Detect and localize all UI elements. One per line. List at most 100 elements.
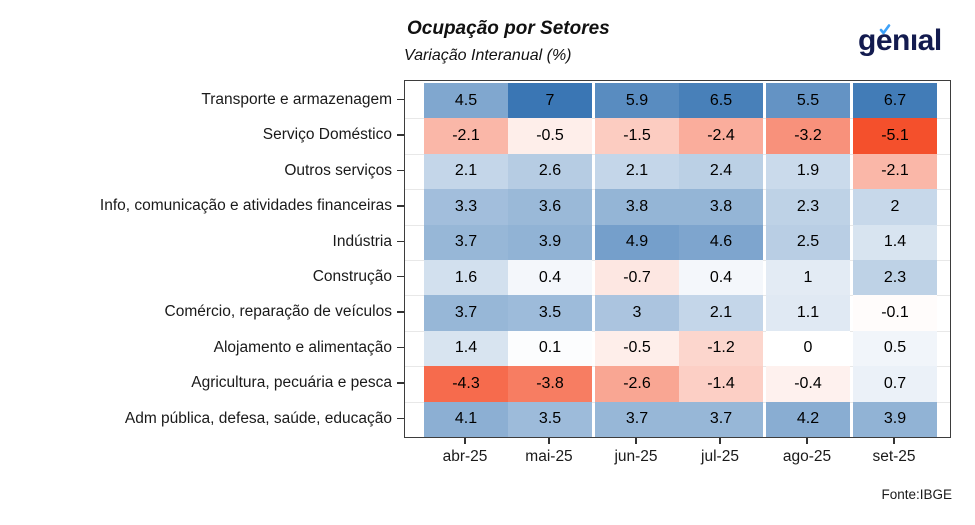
heatmap-cell: -0.4 xyxy=(766,366,850,402)
heatmap-cell: 2.6 xyxy=(508,153,592,190)
heatmap-cell: -1.4 xyxy=(679,366,763,402)
y-axis-label: Adm pública, defesa, saúde, educação xyxy=(124,409,392,427)
heatmap-cell: 1.1 xyxy=(766,295,850,331)
x-axis-ticks xyxy=(404,438,951,445)
heatmap-cell: 3.7 xyxy=(424,224,508,260)
y-axis-label: Info, comunicação e atividades financeir… xyxy=(99,197,392,215)
heatmap-cell: -2.4 xyxy=(679,118,763,154)
heatmap-cell: 1.4 xyxy=(853,224,937,260)
x-axis-label: abr-25 xyxy=(442,448,488,465)
heatmap-cell: 7 xyxy=(508,83,592,119)
y-axis-label: Alojamento e alimentação xyxy=(213,338,392,356)
heatmap-cell: 4.9 xyxy=(595,224,679,260)
heatmap-cell: 0.4 xyxy=(508,260,592,296)
heatmap-cell: 3.7 xyxy=(424,295,508,331)
heatmap-cell: 5.9 xyxy=(595,83,679,119)
y-tick xyxy=(397,346,404,349)
y-axis-labels: Transporte e armazenagem Serviço Doméstic… xyxy=(0,82,392,436)
heatmap-cell: -0.1 xyxy=(853,295,937,331)
heatmap-cell: 4.2 xyxy=(766,401,850,437)
heatmap-cell: -0.7 xyxy=(595,260,679,296)
chart-title: Ocupação por Setores xyxy=(407,18,610,39)
y-tick xyxy=(397,134,404,136)
y-tick xyxy=(397,205,404,207)
heatmap-cell: 4.6 xyxy=(679,224,763,260)
genial-logo: genıal xyxy=(852,20,962,66)
heatmap-cell: 3.6 xyxy=(508,189,592,225)
heatmap-cell: 3.9 xyxy=(853,401,937,437)
heatmap-cell: 3.8 xyxy=(679,189,763,225)
x-tick xyxy=(806,438,808,444)
heatmap-cell: 4.1 xyxy=(424,401,508,437)
heatmap-cell: 2.1 xyxy=(424,153,508,190)
heatmap-cell: -1.2 xyxy=(679,330,763,367)
x-axis-label: mai-25 xyxy=(525,448,573,465)
x-axis-label: jun-25 xyxy=(614,448,658,465)
heatmap-cell: 1.4 xyxy=(424,330,508,367)
check-mark-icon xyxy=(879,22,891,40)
x-tick xyxy=(548,438,550,444)
x-tick xyxy=(893,438,895,444)
heatmap-cell: 1.9 xyxy=(766,153,850,190)
heatmap-cell: 0.1 xyxy=(508,330,592,367)
heatmap-cell: -0.5 xyxy=(508,118,592,154)
heatmap-cell: 1.6 xyxy=(424,260,508,296)
x-axis-label: ago-25 xyxy=(782,448,832,465)
heatmap-cell: 2.1 xyxy=(679,295,763,331)
heatmap-cell: 3.7 xyxy=(595,401,679,437)
heatmap-cell: -2.6 xyxy=(595,366,679,402)
heatmap-cell: -1.5 xyxy=(595,118,679,154)
x-axis-label: set-25 xyxy=(872,448,916,465)
heatmap-cell: -3.2 xyxy=(766,118,850,154)
x-tick xyxy=(719,438,721,444)
heatmap-cell: 3.7 xyxy=(679,401,763,437)
heatmap-cell: -2.1 xyxy=(853,153,937,190)
heatmap-cell: 4.5 xyxy=(424,83,508,119)
genial-logo-text: genıal xyxy=(858,24,942,57)
heatmap-cell: 1 xyxy=(766,260,850,296)
y-tick xyxy=(397,311,404,313)
heatmap-cell: 2.4 xyxy=(679,153,763,190)
heatmap-cell: 3 xyxy=(595,295,679,331)
heatmap-panel: 4.5 7 5.9 6.5 5.5 6.7 -2.1 -0.5 -1.5 -2.4 -3.2 -5.1… xyxy=(404,80,951,438)
source-note: Fonte:IBGE xyxy=(881,487,952,502)
heatmap-cell: -3.8 xyxy=(508,366,592,402)
heatmap-cell: -5.1 xyxy=(853,118,937,154)
y-tick xyxy=(397,169,404,172)
heatmap-cell: 2.3 xyxy=(853,260,937,296)
heatmap-cell: 6.5 xyxy=(679,83,763,119)
x-tick xyxy=(464,438,466,444)
heatmap-cell: -4.3 xyxy=(424,366,508,402)
y-axis-label: Transporte e armazenagem xyxy=(201,91,392,108)
y-axis-label: Agricultura, pecuária e pesca xyxy=(191,374,392,392)
heatmap-cell: 2.5 xyxy=(766,224,850,260)
x-tick xyxy=(635,438,637,444)
heatmap-cell: 0.5 xyxy=(853,330,937,367)
heatmap-cell: 3.5 xyxy=(508,295,592,331)
y-tick xyxy=(397,417,404,420)
heatmap-cell: 3.5 xyxy=(508,401,592,437)
heatmap-cell: -2.1 xyxy=(424,118,508,154)
y-axis-label: Outros serviços xyxy=(284,161,392,179)
heatmap-cell: -0.5 xyxy=(595,330,679,367)
heatmap-cell: 6.7 xyxy=(853,83,937,119)
heatmap-cell: 2.1 xyxy=(595,153,679,190)
heatmap-cell: 3.3 xyxy=(424,189,508,225)
heatmap-cell: 5.5 xyxy=(766,83,850,119)
heatmap-cell: 2.3 xyxy=(766,189,850,225)
heatmap-cell: 0 xyxy=(766,330,850,367)
y-axis-ticks xyxy=(397,80,404,438)
y-axis-label: Comércio, reparação de veículos xyxy=(164,303,392,321)
y-tick xyxy=(397,382,404,384)
x-axis-labels: abr-25 mai-25 jun-25 jul-25 ago-25 set-25 xyxy=(404,448,951,468)
chart-subtitle: Variação Interanual (%) xyxy=(404,47,572,64)
heatmap-cell: 3.8 xyxy=(595,189,679,225)
y-tick xyxy=(397,275,404,278)
heatmap-cell: 0.7 xyxy=(853,366,937,402)
heatmap-cell: 3.9 xyxy=(508,224,592,260)
x-axis-label: jul-25 xyxy=(701,448,739,465)
y-tick xyxy=(397,98,404,101)
heatmap-cell: 2 xyxy=(853,189,937,225)
y-tick xyxy=(397,240,404,243)
